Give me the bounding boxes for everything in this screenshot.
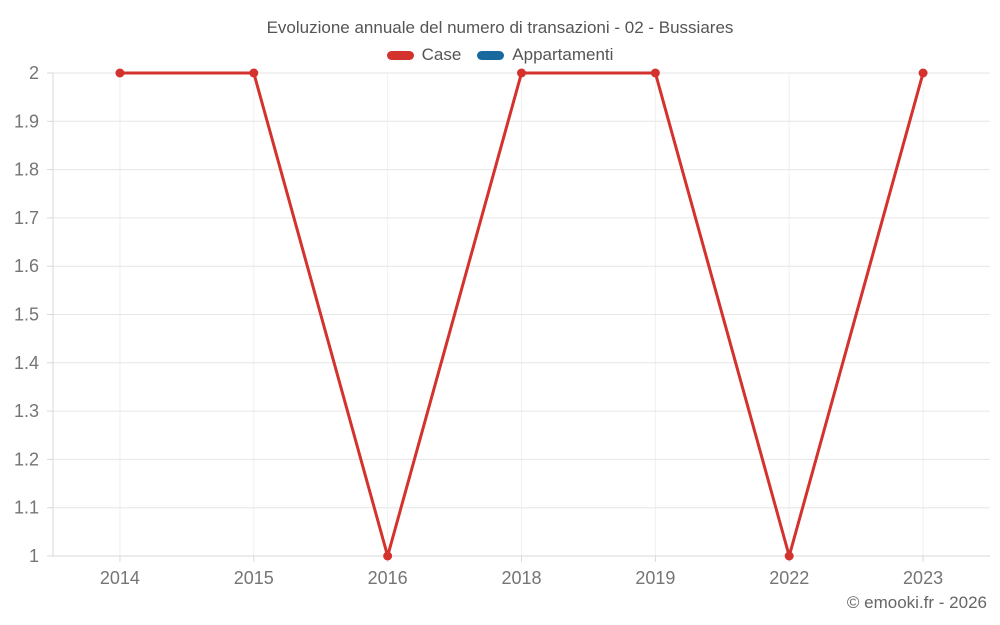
x-axis-label: 2016 [368,568,408,588]
y-axis-label: 1.3 [14,401,39,421]
case-data-point[interactable] [383,551,393,561]
legend: Case Appartamenti [0,45,1000,65]
y-axis-label: 1.5 [14,305,39,325]
y-axis-label: 1 [29,546,39,566]
case-series-swatch-icon [386,50,414,60]
y-axis-label: 1.2 [14,449,39,469]
case-data-point[interactable] [784,551,794,561]
x-axis-label: 2019 [635,568,675,588]
case-data-point[interactable] [249,68,259,78]
y-axis-label: 2 [29,63,39,83]
case-data-point[interactable] [918,68,928,78]
legend-item-appartamenti[interactable]: Appartamenti [477,45,613,65]
case-data-point[interactable] [650,68,660,78]
legend-label-case: Case [421,45,462,64]
y-axis-label: 1.9 [14,111,39,131]
copyright-watermark: © emooki.fr - 2026 [846,593,987,612]
x-axis-label: 2022 [769,568,809,588]
y-axis-label: 1.1 [14,498,39,518]
y-axis-label: 1.8 [14,160,39,180]
x-axis-label: 2015 [234,568,274,588]
case-data-point[interactable] [517,68,526,78]
case-data-point[interactable] [115,68,125,78]
appartamenti-series-swatch-icon [477,50,505,60]
x-axis-label: 2014 [100,568,140,588]
y-axis-label: 1.4 [14,353,39,373]
legend-item-case[interactable]: Case [386,45,462,65]
chart-title: Evoluzione annuale del numero di transaz… [266,18,734,37]
x-axis-label: 2023 [903,568,943,588]
y-axis-label: 1.6 [14,256,39,276]
x-axis-label: 2018 [501,568,541,588]
legend-label-appartamenti: Appartamenti [512,45,614,64]
y-axis-label: 1.7 [14,208,39,228]
